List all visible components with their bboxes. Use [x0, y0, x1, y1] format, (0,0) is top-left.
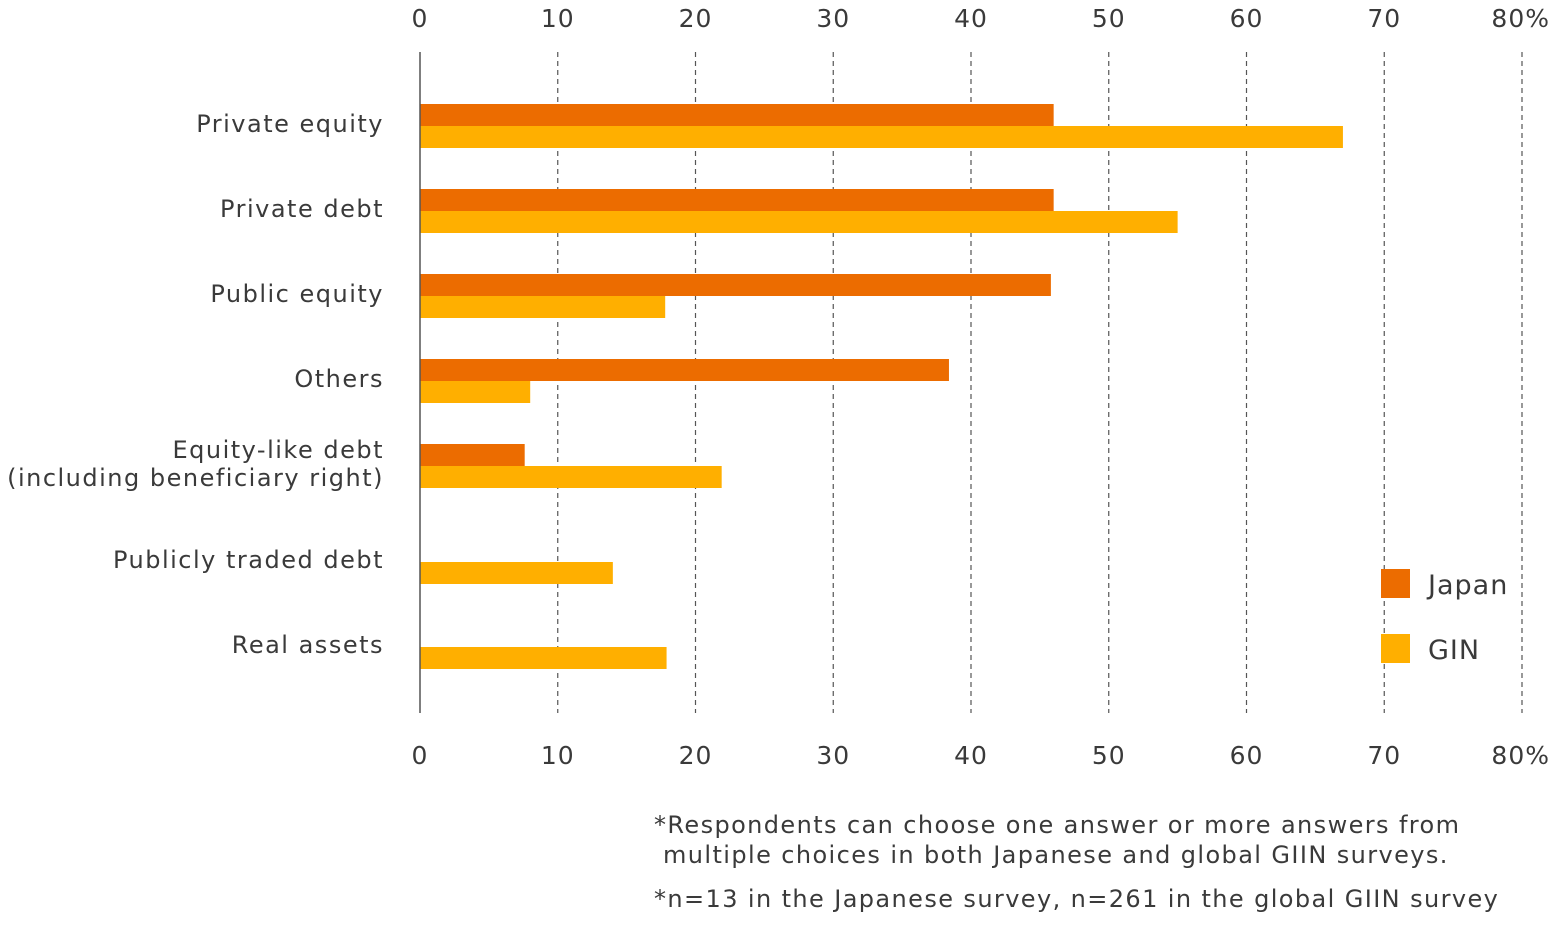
bars: [420, 104, 1343, 669]
note-respondents: *Respondents can choose one answer or mo…: [654, 811, 1461, 869]
tick-label-top-5: 50: [1092, 4, 1126, 33]
bar-japan-0: [420, 104, 1054, 126]
tick-label-bottom-2: 20: [679, 741, 713, 770]
tick-label-top-7: 70: [1367, 4, 1401, 33]
category-label-1: Private debt: [220, 195, 384, 223]
tick-label-top-0: 0: [412, 4, 429, 33]
bar-gin-3: [420, 381, 531, 403]
bar-japan-1: [420, 189, 1054, 211]
tick-label-bottom-5: 50: [1092, 741, 1126, 770]
tick-label-bottom-1: 10: [541, 741, 575, 770]
tick-label-top-3: 30: [816, 4, 850, 33]
legend-swatch-japan: [1381, 569, 1410, 598]
bar-gin-5: [420, 562, 613, 584]
legend-label-japan: Japan: [1426, 570, 1508, 601]
tick-label-bottom-8: 80%: [1491, 741, 1550, 770]
category-label-6: Real assets: [232, 631, 384, 659]
category-label-2: Public equity: [210, 280, 384, 308]
bar-japan-3: [420, 359, 949, 381]
bar-japan-2: [420, 274, 1051, 296]
legend-label-gin: GIN: [1428, 635, 1480, 666]
bar-japan-4: [420, 444, 525, 466]
category-label-4-0: Equity-like debt: [172, 436, 384, 464]
gridlines: [557, 52, 1523, 713]
axes: 0 10 20 30 40 50 60 70 80% 0 10 20 30 40 50 60 70 80%: [412, 4, 1550, 770]
tick-label-bottom-7: 70: [1367, 741, 1401, 770]
legend-swatch-gin: [1381, 634, 1410, 663]
bar-gin-4: [420, 466, 722, 488]
category-label-3: Others: [294, 365, 384, 393]
bar-gin-6: [420, 647, 667, 669]
tick-label-top-8: 80%: [1491, 4, 1550, 33]
category-label-4-1: (including beneficiary right): [7, 464, 384, 492]
bar-gin-1: [420, 211, 1178, 233]
bar-gin-0: [420, 126, 1343, 148]
category-labels: Private equity Private debt Public equity O…: [7, 110, 384, 659]
tick-label-bottom-3: 30: [816, 741, 850, 770]
legend: Japan GIN: [1381, 569, 1508, 666]
category-label-0: Private equity: [196, 110, 384, 138]
tick-label-top-4: 40: [954, 4, 988, 33]
category-label-5: Publicly traded debt: [113, 546, 384, 574]
bar-gin-2: [420, 296, 666, 318]
tick-label-bottom-6: 60: [1230, 741, 1264, 770]
tick-label-top-2: 20: [679, 4, 713, 33]
tick-label-top-6: 60: [1230, 4, 1264, 33]
tick-label-top-1: 10: [541, 4, 575, 33]
tick-label-bottom-4: 40: [954, 741, 988, 770]
note-sample-size: *n=13 in the Japanese survey, n=261 in t…: [654, 885, 1500, 913]
tick-label-bottom-0: 0: [412, 741, 429, 770]
